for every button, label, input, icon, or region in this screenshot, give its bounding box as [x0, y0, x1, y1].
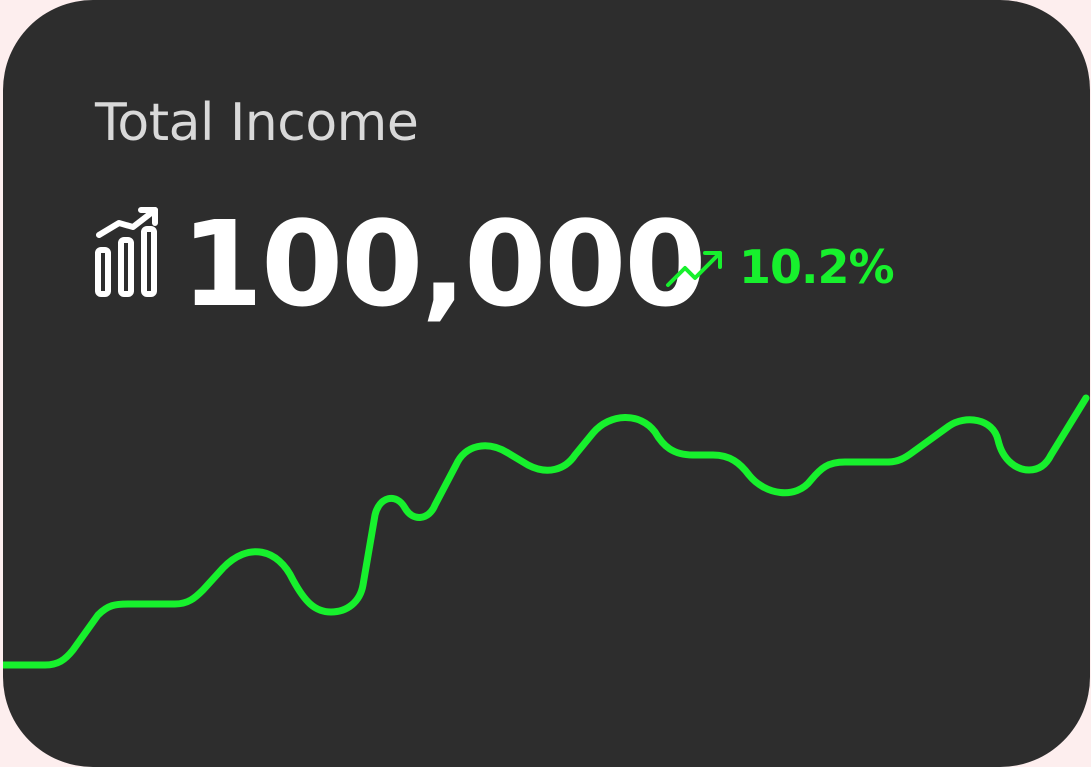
card-title: Total Income: [95, 93, 419, 153]
income-trend-line: [3, 394, 1090, 669]
total-income-amount: 100,000: [181, 195, 706, 333]
income-card: Total Income 100,000 10.2%: [3, 0, 1090, 767]
percent-change: 10.2%: [739, 240, 895, 294]
bar-chart-trending-up-icon: [95, 207, 158, 297]
trending-up-arrow-icon: [666, 251, 722, 287]
income-sparkline: [3, 394, 1090, 669]
